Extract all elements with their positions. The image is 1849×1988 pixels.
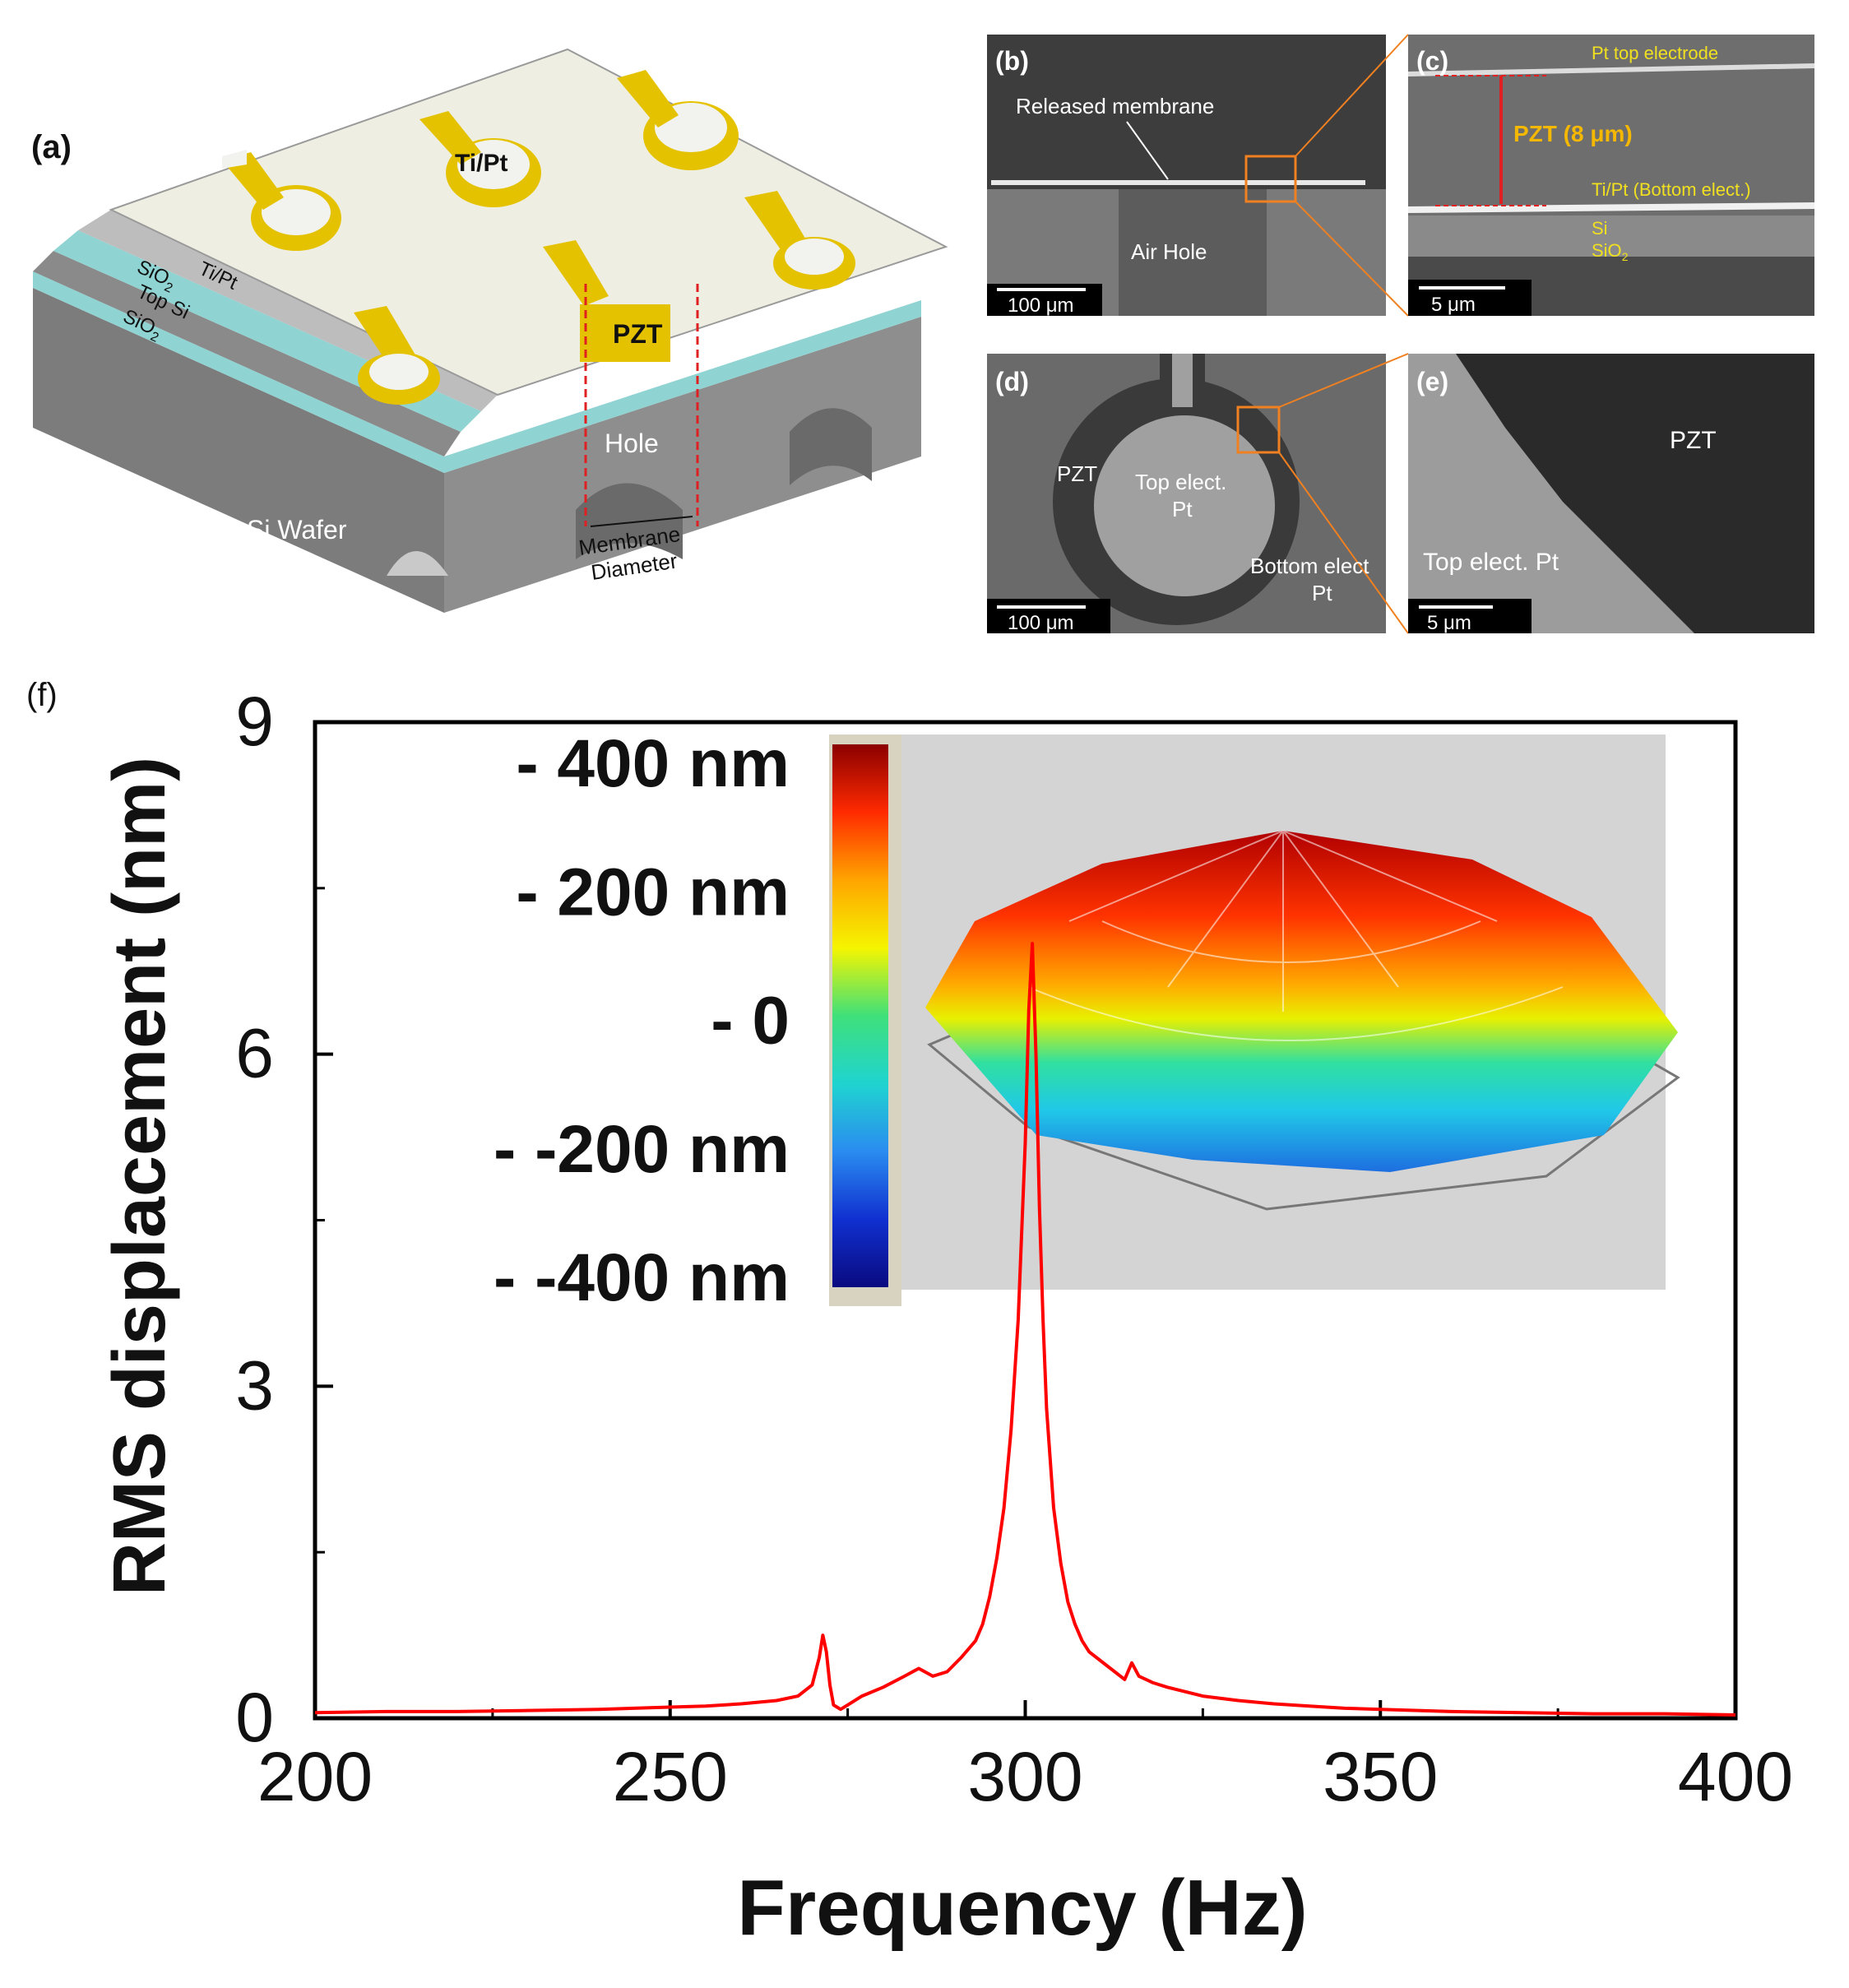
top-elect-label: Top elect.	[1135, 470, 1226, 494]
zoom-line	[1295, 201, 1409, 317]
top-electrode-disk	[1094, 415, 1275, 596]
zoom-line	[1278, 452, 1409, 634]
zoom-line	[1295, 34, 1409, 157]
air-hole-label: Air Hole	[1131, 239, 1207, 264]
zoom-box	[1236, 405, 1281, 454]
pt-top-electrode-label: Pt top electrode	[1592, 43, 1718, 63]
y-axis-ticks: 0 3 6 9	[235, 683, 333, 1756]
pzt-pad	[617, 70, 739, 170]
sio2-right-edge	[444, 300, 921, 473]
panel-b-tag: (b)	[995, 46, 1029, 76]
si-wafer-front-face	[33, 288, 444, 613]
membrane-arrow	[590, 516, 693, 527]
scale-bar-bg	[1408, 280, 1532, 316]
plot-frame	[313, 720, 1738, 1721]
released-membrane-label: Released membrane	[1016, 94, 1214, 118]
zoom-box	[1244, 155, 1297, 203]
colorbar-gradient	[832, 744, 888, 1287]
x-tick-label: 250	[613, 1738, 728, 1815]
si-wafer-label: Si Wafer	[247, 515, 347, 544]
hole-arch	[576, 483, 683, 559]
panel-b: (b) Released membrane Air Hole 100 μm	[987, 34, 1409, 317]
scale-bar-label: 5 μm	[1427, 612, 1471, 634]
mesh-lines	[1027, 830, 1564, 1041]
colorbar-label: - -400 nm	[494, 1240, 790, 1315]
ti-pt-bottom-label: Ti/Pt (Bottom elect.)	[1592, 179, 1751, 200]
pzt-label: PZT	[613, 319, 663, 349]
hole-label: Hole	[605, 429, 659, 458]
panel-a-tag: (a)	[31, 129, 72, 165]
series-line-rms-displacement	[314, 942, 1736, 1717]
y-tick-label: 9	[235, 683, 274, 760]
y-tick-label: 6	[235, 1015, 274, 1092]
colorbar: - 400 nm - 200 nm - 0 - -200 nm - -400 nm	[494, 726, 901, 1315]
sio2-lower-layer	[33, 271, 444, 473]
y-tick-label: 0	[235, 1679, 274, 1756]
top-elect-pt-label: Top elect. Pt	[1423, 549, 1559, 576]
pzt-pad	[354, 306, 440, 405]
pzt-thickness-label: PZT (8 μm)	[1513, 121, 1633, 146]
bottom-elect-label: Bottom elect	[1250, 554, 1369, 578]
panel-e: (e) PZT Top elect. Pt 5 μm	[1408, 354, 1814, 634]
x-axis-ticks: 200 250 300 350 400	[257, 1700, 1793, 1815]
si-wafer-right-face	[444, 317, 921, 613]
colorbar-label: - -200 nm	[494, 1112, 790, 1187]
panel-e-tag: (e)	[1416, 367, 1448, 396]
scale-bar-bg	[987, 599, 1110, 633]
pointer-line	[1126, 121, 1169, 180]
x-tick-label: 200	[257, 1738, 373, 1815]
y-axis-label: RMS displacement (nm)	[99, 757, 181, 1596]
panel-c-tag: (c)	[1416, 46, 1448, 76]
panel-f-tag: (f)	[26, 677, 58, 713]
zoom-line	[1278, 353, 1409, 408]
panel-d: (d) PZT Top elect. Pt Bottom elect Pt 10…	[987, 353, 1409, 634]
pzt-pad	[222, 150, 341, 251]
ti-pt-top-label: Ti/Pt	[455, 150, 507, 177]
top-electrode-region	[1408, 354, 1694, 633]
x-axis-label: Frequency (Hz)	[737, 1864, 1307, 1952]
x-tick-label: 350	[1323, 1738, 1438, 1815]
x-tick-label: 400	[1678, 1738, 1793, 1815]
hole-arch	[790, 408, 872, 485]
colorbar-label: - 200 nm	[516, 855, 790, 929]
pzt-pad	[543, 240, 670, 362]
pzt-label: PZT	[1057, 461, 1097, 486]
scale-bar-label: 5 μm	[1431, 294, 1476, 316]
scale-bar-label: 100 μm	[1008, 612, 1074, 634]
pzt-label: PZT	[1670, 427, 1717, 454]
si-label: Si	[1592, 218, 1608, 239]
top-si-layer	[33, 251, 461, 456]
scale-bar-bg	[1408, 599, 1532, 633]
panel-a: (a) Ti/Pt Ti/Pt SiO2 Top Si SiO2 PZT Hol…	[31, 48, 948, 613]
bottom-pt-label: Pt	[1312, 581, 1332, 605]
colorbar-label: - 0	[711, 984, 790, 1059]
panel-d-tag: (d)	[995, 367, 1029, 396]
mode-shape-inset	[892, 734, 1680, 1290]
pzt-pad	[744, 191, 855, 290]
colorbar-label: - 400 nm	[516, 726, 790, 801]
deformed-membrane	[925, 831, 1678, 1172]
top-pt-label: Pt	[1172, 497, 1193, 521]
panel-c: (c) Pt top electrode PZT (8 μm) Ti/Pt (B…	[1407, 35, 1815, 316]
x-tick-label: 300	[967, 1738, 1082, 1815]
scale-bar-label: 100 μm	[1008, 294, 1074, 317]
y-tick-label: 3	[235, 1346, 274, 1424]
hole-arch	[387, 551, 448, 576]
pzt-pad	[419, 111, 541, 207]
sio2-label: SiO2	[1592, 240, 1629, 263]
